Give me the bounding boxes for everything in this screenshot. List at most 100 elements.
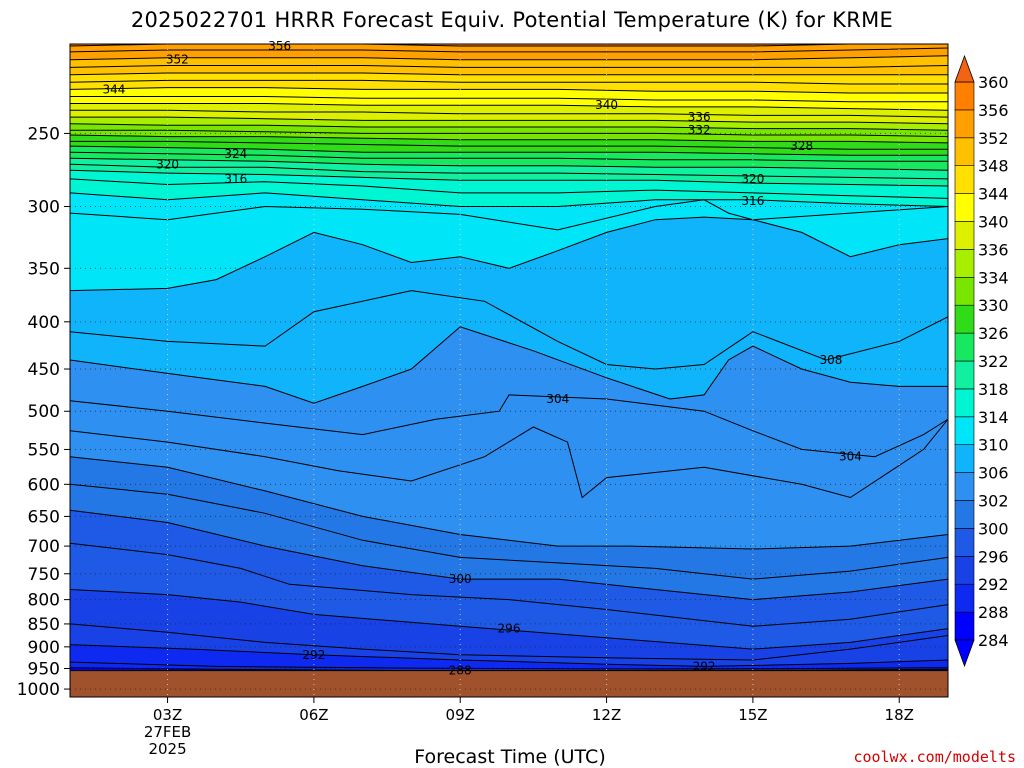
colorbar-swatch-314 — [954, 388, 975, 418]
y-tick-label-300: 300 — [28, 198, 60, 218]
colorbar-label-344: 344 — [978, 185, 1009, 204]
y-tick-label-250: 250 — [28, 124, 60, 144]
colorbar-label-352: 352 — [978, 129, 1009, 148]
contour-line-301 — [70, 483, 948, 580]
contour-line-328 — [70, 140, 948, 150]
contour-line-300 — [70, 509, 948, 601]
colorbar-swatch-336 — [954, 221, 975, 250]
credit-link[interactable]: coolwx.com/modelts — [853, 748, 1016, 766]
contour-line-354 — [70, 47, 948, 53]
contour-label-300: 300 — [449, 572, 472, 586]
colorbar-label-310: 310 — [978, 436, 1009, 455]
contour-label-304: 304 — [546, 392, 569, 406]
x-tick-label-15Z: 15Z — [738, 706, 767, 724]
y-tick-label-700: 700 — [28, 537, 60, 557]
contour-line-326 — [70, 145, 948, 156]
contour-label-292: 292 — [302, 648, 325, 662]
colorbar-label-288: 288 — [978, 603, 1009, 622]
y-tick-label-800: 800 — [28, 591, 60, 611]
contour-line-336 — [70, 116, 948, 125]
x-tick-sublabel-2025: 2025 — [148, 740, 186, 758]
contour-line-348 — [70, 72, 948, 76]
contour-label-328: 328 — [790, 139, 813, 153]
colorbar-swatch-318 — [954, 360, 975, 390]
contour-line-334 — [70, 123, 948, 131]
x-tick-label-06Z: 06Z — [299, 706, 328, 724]
colorbar-label-314: 314 — [978, 408, 1009, 427]
contour-label-320: 320 — [741, 172, 764, 186]
x-tick-label-09Z: 09Z — [446, 706, 475, 724]
colorbar-swatch-344 — [954, 165, 975, 194]
colorbar-swatch-340 — [954, 193, 975, 222]
filled-contours — [70, 44, 948, 697]
contour-label-288: 288 — [449, 664, 472, 678]
colorbar-swatch-306 — [954, 444, 975, 473]
x-tick-sublabel-27FEB: 27FEB — [144, 723, 191, 741]
contour-label-316: 316 — [224, 172, 247, 186]
y-tick-label-400: 400 — [28, 313, 60, 333]
x-tick-label-03Z: 03Z — [153, 706, 182, 724]
y-tick-label-550: 550 — [28, 440, 60, 460]
colorbar-label-334: 334 — [978, 268, 1009, 287]
contour-line-338 — [70, 109, 948, 118]
contour-line-318 — [70, 169, 948, 187]
x-tick-label-12Z: 12Z — [592, 706, 621, 724]
contour-line-352 — [70, 55, 948, 61]
contour-line-306 — [70, 326, 948, 404]
contour-line-290 — [70, 661, 948, 670]
colorbar-max-arrow — [954, 54, 975, 83]
x-tick-label-18Z: 18Z — [885, 706, 914, 724]
contour-line-324 — [70, 151, 948, 162]
y-tick-label-600: 600 — [28, 475, 60, 495]
y-tick-label-1000: 1000 — [17, 680, 60, 700]
contour-label-320: 320 — [156, 157, 179, 171]
contour-label-308: 308 — [819, 353, 842, 367]
y-tick-label-850: 850 — [28, 615, 60, 635]
contour-label-316: 316 — [741, 194, 764, 208]
contour-label-344: 344 — [102, 82, 125, 96]
colorbar-label-284: 284 — [978, 631, 1009, 650]
contour-line-304 — [70, 394, 948, 458]
contour-line-316 — [70, 178, 948, 199]
ground-surface — [70, 670, 948, 697]
colorbar-label-360: 360 — [978, 73, 1009, 92]
chart-title: 2025022701 HRRR Forecast Equiv. Potentia… — [130, 8, 894, 32]
colorbar-min-arrow — [954, 639, 975, 668]
y-tick-label-900: 900 — [28, 638, 60, 658]
colorbar-label-318: 318 — [978, 380, 1009, 399]
y-tick-label-450: 450 — [28, 360, 60, 380]
contour-label-352: 352 — [166, 53, 189, 67]
contour-line-350 — [70, 65, 948, 68]
y-axis: 250 300 350 400 450 500 550 600 650 700 750 800 850 9… — [17, 124, 70, 700]
y-tick-label-650: 650 — [28, 507, 60, 527]
colorbar-label-292: 292 — [978, 575, 1009, 594]
colorbar-label-356: 356 — [978, 101, 1009, 120]
y-tick-label-950: 950 — [28, 660, 60, 680]
contour-line-330 — [70, 134, 948, 144]
colorbar-label-306: 306 — [978, 464, 1009, 483]
contour-line-342 — [70, 96, 948, 103]
plot-frame — [69, 43, 949, 698]
contour-line-320 — [70, 163, 948, 180]
colorbar-label-300: 300 — [978, 519, 1009, 538]
colorbar-swatch-330 — [954, 276, 975, 306]
contour-label-296: 296 — [498, 622, 521, 636]
contour-label-340: 340 — [595, 98, 618, 112]
contour-line-298 — [70, 542, 948, 627]
colorbar-swatch-334 — [954, 249, 975, 278]
contour-label-336: 336 — [688, 110, 711, 124]
contour-line-314 — [70, 192, 948, 207]
colorbar: 284 288 292 296 300 302 306 310 314 318 322 326 330 3… — [954, 54, 1009, 668]
contour-label-292: 292 — [693, 659, 716, 673]
contour-line-322 — [70, 157, 948, 171]
contour-line-332 — [70, 129, 948, 138]
x-axis-label: Forecast Time (UTC) — [414, 746, 606, 768]
colorbar-swatch-322 — [954, 332, 975, 362]
colorbar-label-348: 348 — [978, 157, 1009, 176]
colorbar-label-302: 302 — [978, 492, 1009, 511]
contour-label-356: 356 — [268, 39, 291, 53]
contour-line-308 — [70, 290, 948, 370]
